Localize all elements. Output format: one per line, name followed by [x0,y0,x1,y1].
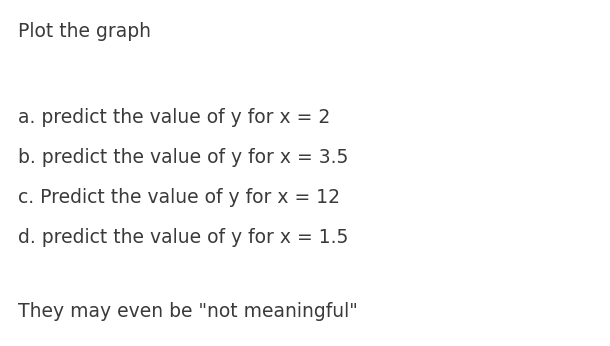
Text: They may even be "not meaningful": They may even be "not meaningful" [18,302,358,321]
Text: b. predict the value of y for x = 3.5: b. predict the value of y for x = 3.5 [18,148,349,167]
Text: c. Predict the value of y for x = 12: c. Predict the value of y for x = 12 [18,188,340,207]
Text: a. predict the value of y for x = 2: a. predict the value of y for x = 2 [18,108,331,127]
Text: Plot the graph: Plot the graph [18,22,151,40]
Text: d. predict the value of y for x = 1.5: d. predict the value of y for x = 1.5 [18,228,349,246]
